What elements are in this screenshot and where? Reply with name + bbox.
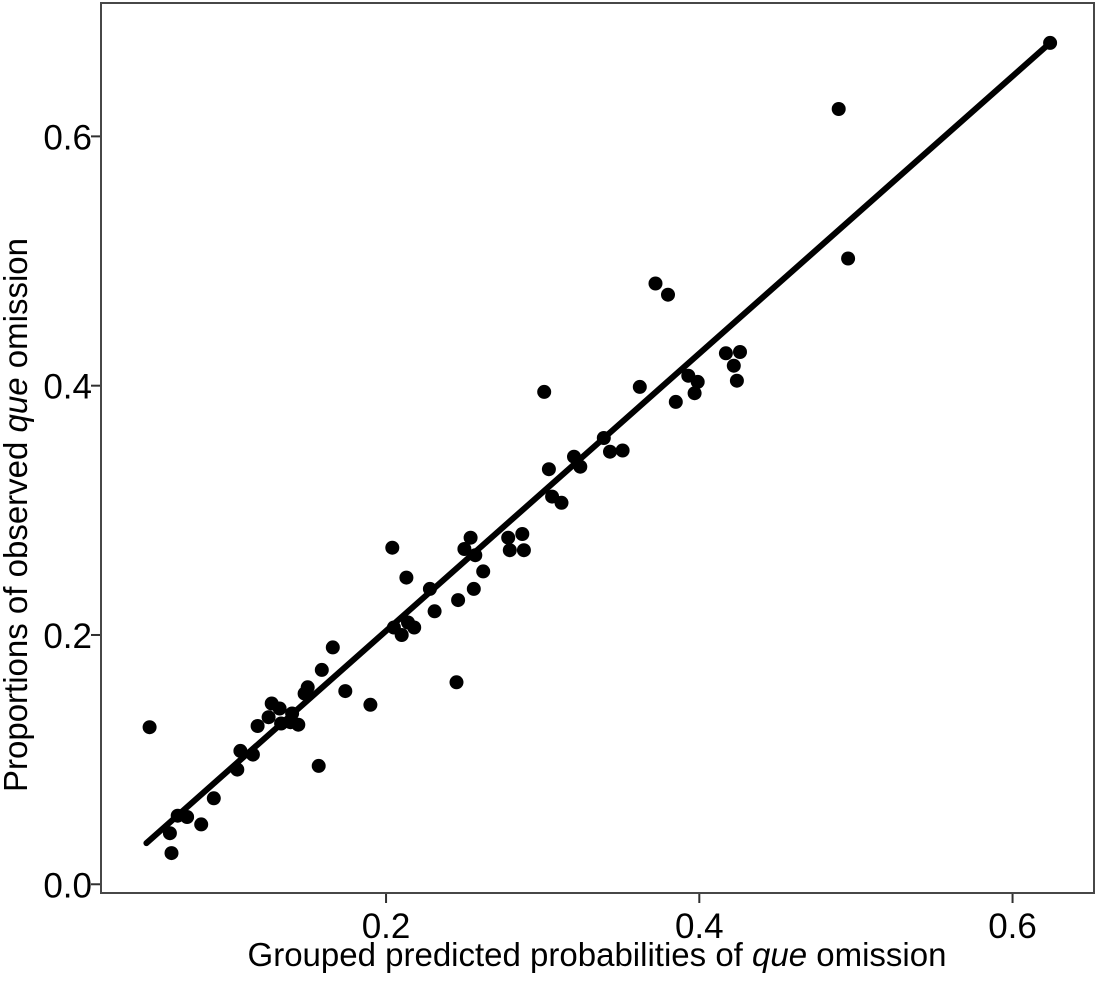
data-point bbox=[632, 379, 647, 394]
data-point bbox=[385, 540, 400, 555]
x-axis-tick-labels: 0.2 0.4 0.6 bbox=[362, 907, 1037, 946]
data-point bbox=[162, 826, 177, 841]
data-point bbox=[449, 675, 464, 690]
data-point bbox=[502, 543, 517, 558]
y-tick-label: 0.2 bbox=[43, 617, 92, 656]
data-point bbox=[537, 384, 552, 399]
data-point bbox=[142, 720, 157, 735]
data-point bbox=[300, 680, 315, 695]
data-point bbox=[325, 640, 340, 655]
data-point bbox=[615, 443, 630, 458]
data-point bbox=[311, 758, 326, 773]
y-axis-tick-labels: 0.0 0.2 0.4 0.6 bbox=[43, 118, 92, 905]
x-tick-label: 0.2 bbox=[362, 907, 411, 946]
y-axis-title: Proportions of observed que omission bbox=[0, 238, 34, 792]
data-point bbox=[733, 345, 747, 359]
data-point bbox=[261, 710, 276, 725]
data-point bbox=[554, 495, 569, 510]
data-point bbox=[687, 386, 702, 401]
data-point bbox=[726, 358, 741, 373]
data-point bbox=[272, 701, 287, 716]
data-point bbox=[668, 394, 683, 409]
data-point bbox=[363, 697, 378, 712]
data-point bbox=[541, 462, 556, 477]
data-point bbox=[690, 374, 705, 389]
data-point bbox=[476, 564, 491, 579]
data-point bbox=[291, 717, 306, 732]
data-point bbox=[457, 542, 472, 556]
data-point bbox=[729, 373, 744, 388]
data-point bbox=[164, 846, 179, 861]
data-point bbox=[661, 287, 675, 302]
data-point bbox=[451, 593, 466, 608]
data-point bbox=[314, 662, 329, 677]
data-point bbox=[516, 543, 531, 558]
data-point bbox=[399, 570, 414, 585]
data-point bbox=[501, 530, 516, 545]
data-point bbox=[831, 102, 846, 116]
x-tick-label: 0.6 bbox=[988, 907, 1037, 946]
data-point bbox=[206, 791, 221, 806]
data-point bbox=[648, 276, 663, 291]
regression-line bbox=[143, 39, 1054, 847]
data-point bbox=[250, 719, 265, 733]
data-point bbox=[407, 620, 422, 635]
data-point bbox=[463, 530, 478, 545]
data-point bbox=[515, 527, 530, 541]
plot-panel-border bbox=[100, 2, 1095, 894]
x-axis-title: Grouped predicted probabilities of que o… bbox=[248, 936, 947, 973]
data-point bbox=[427, 604, 442, 619]
data-point bbox=[718, 346, 733, 361]
y-tick-label: 0.6 bbox=[43, 118, 92, 157]
data-point bbox=[394, 628, 409, 642]
data-point bbox=[603, 444, 617, 459]
data-point bbox=[194, 817, 209, 832]
y-tick-label: 0.0 bbox=[43, 866, 92, 905]
data-point bbox=[338, 684, 353, 699]
x-tick-label: 0.4 bbox=[675, 907, 724, 946]
data-point bbox=[841, 251, 856, 266]
axis-tick-marks bbox=[91, 135, 1014, 903]
data-point bbox=[466, 581, 481, 596]
y-tick-label: 0.4 bbox=[43, 368, 92, 407]
